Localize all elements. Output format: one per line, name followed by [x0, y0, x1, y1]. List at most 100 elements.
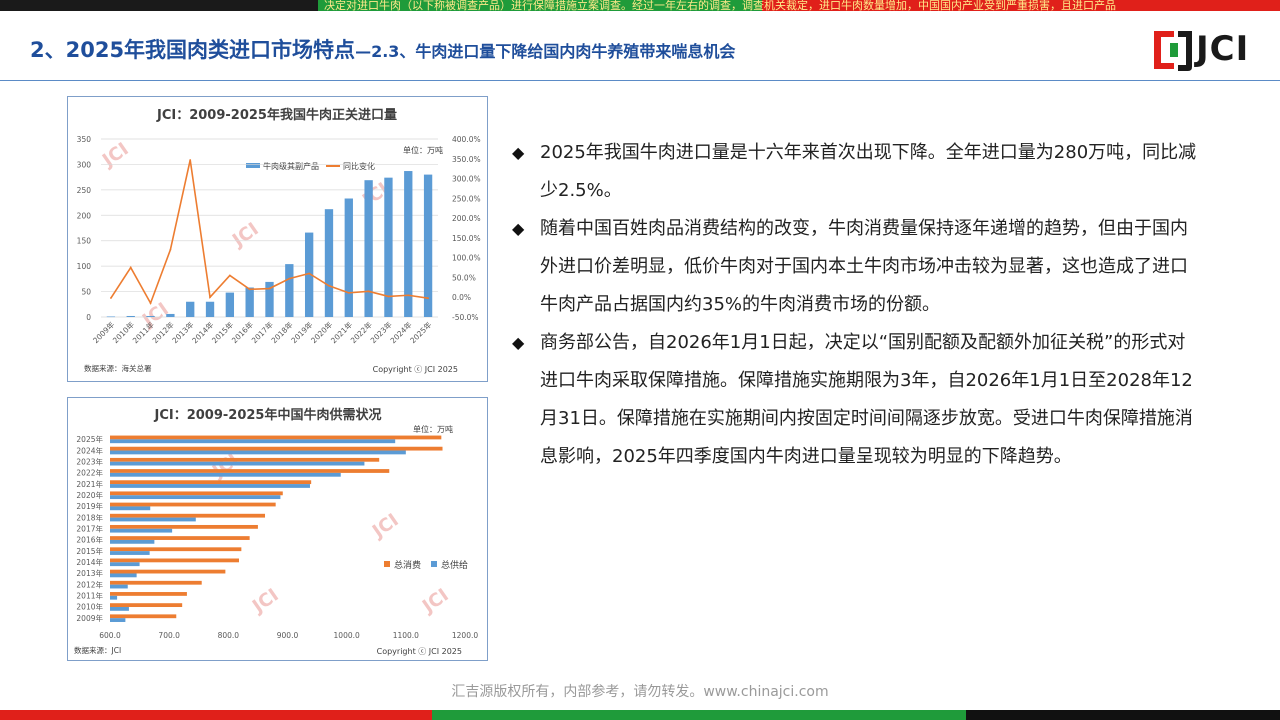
- y-category-label: 2019年: [76, 501, 103, 511]
- legend-label-bar: 牛肉级其副产品: [263, 161, 319, 171]
- chart1-legend: 牛肉级其副产品 同比变化: [246, 161, 375, 171]
- y2-tick-label: 100.0%: [452, 254, 481, 263]
- y-category-label: 2018年: [76, 512, 103, 522]
- supply-bar: [110, 539, 155, 544]
- yoy-point: [407, 294, 410, 297]
- bullet-text: 2025年我国牛肉进口量是十六年来首次出现下降。全年进口量为280万吨，同比减少…: [540, 142, 1197, 201]
- bottom-red-band: [0, 710, 432, 720]
- supply-bar: [110, 495, 281, 500]
- consumption-bar: [110, 446, 443, 451]
- bottom-green-band: [432, 710, 966, 720]
- consumption-bar: [110, 435, 442, 440]
- y2-tick-label: 350.0%: [452, 155, 481, 164]
- jci-logo-mark-icon: [1154, 31, 1192, 71]
- import-bar: [404, 171, 413, 317]
- chart2-copyright: Copyright ⓒ JCI 2025: [377, 647, 462, 656]
- page-title-main: 2、2025年我国肉类进口市场特点: [30, 38, 356, 62]
- svg-text:JCI: JCI: [227, 219, 262, 253]
- import-bar: [166, 313, 175, 317]
- copyright-footer: 汇吉源版权所有，内部参考，请勿转发。www.chinajci.com: [451, 684, 829, 700]
- diamond-bullet-icon: ◆: [512, 333, 525, 352]
- supply-bar: [110, 484, 310, 488]
- diamond-bullet-icon: ◆: [512, 143, 525, 162]
- y-category-label: 2010年: [76, 602, 103, 612]
- yoy-point: [328, 284, 330, 287]
- yoy-point: [347, 291, 350, 294]
- import-bar: [423, 174, 433, 317]
- legend-swatch-bar: [246, 163, 260, 168]
- chart2-source: 数据来源：JCI: [74, 645, 121, 655]
- chart2-legend: 总消费 总供给: [384, 559, 468, 571]
- svg-text:JCI: JCI: [247, 585, 282, 619]
- import-bar: [126, 315, 135, 317]
- y-tick-label: 250: [77, 186, 92, 195]
- ticker-green-band: [318, 0, 762, 11]
- page-title-sub: —2.3、牛肉进口量下降给国内肉牛养殖带来喘息机会: [355, 42, 736, 61]
- yoy-point: [228, 274, 231, 277]
- consumption-bar: [110, 558, 239, 563]
- jci-logo: JCI: [1152, 27, 1262, 73]
- y-category-label: 2017年: [76, 524, 103, 534]
- import-bar: [205, 301, 215, 317]
- y-category-label: 2025年: [76, 434, 103, 444]
- supply-bar: [110, 573, 137, 578]
- consumption-bar: [110, 547, 242, 552]
- import-bar: [146, 315, 155, 317]
- svg-text:JCI: JCI: [367, 510, 402, 544]
- consumption-bar: [110, 614, 177, 619]
- y-category-label: 2016年: [76, 535, 103, 545]
- supply-bar: [110, 551, 150, 555]
- yoy-point: [129, 266, 132, 269]
- supply-bar: [110, 595, 118, 600]
- legend2-label-supply: 总供给: [441, 559, 468, 571]
- y-tick-label: 150: [77, 237, 92, 246]
- supply-bar: [110, 562, 140, 567]
- yoy-point: [387, 295, 390, 298]
- y-category-label: 2020年: [76, 490, 103, 500]
- yoy-point: [367, 290, 370, 293]
- import-bar: [304, 232, 314, 317]
- consumption-bar: [110, 524, 258, 529]
- x-tick-label: 1000.0: [334, 631, 360, 640]
- y-category-label: 2015年: [76, 546, 103, 556]
- y-category-label: 2024年: [76, 445, 103, 455]
- import-bar: [344, 198, 353, 317]
- import-bar: [285, 264, 294, 317]
- y-category-label: 2012年: [76, 579, 103, 589]
- consumption-bar: [110, 536, 250, 540]
- y-tick-label: 300: [77, 160, 92, 169]
- page-title: 2、2025年我国肉类进口市场特点—2.3、牛肉进口量下降给国内肉牛养殖带来喘息…: [30, 34, 735, 64]
- import-bar: [384, 177, 393, 317]
- y-tick-label: 350: [77, 135, 92, 144]
- y-tick-label: 50: [81, 288, 91, 297]
- import-bar: [186, 301, 195, 317]
- supply-bar: [110, 618, 126, 622]
- chart2-title: JCI：2009-2025年中国牛肉供需状况: [154, 407, 382, 423]
- chart1-copyright: Copyright ⓒ JCI 2025: [373, 365, 458, 374]
- import-bar: [245, 287, 254, 317]
- chart1-source: 数据来源：海关总署: [84, 363, 152, 373]
- supply-bar: [110, 461, 365, 466]
- legend2-swatch-consumption: [384, 561, 390, 567]
- bottom-black-band: [966, 710, 1280, 720]
- chart1-title: JCI：2009-2025年我国牛肉正关进口量: [156, 107, 397, 123]
- y-category-label: 2021年: [76, 479, 103, 489]
- bullet-list: ◆ 2025年我国牛肉进口量是十六年来首次出现下降。全年进口量为280万吨，同比…: [512, 134, 1202, 476]
- supply-bar: [110, 517, 196, 522]
- svg-text:JCI: JCI: [417, 585, 452, 619]
- ticker-text: 决定对进口牛肉（以下称被调查产品）进行保障措施立案调查。经过一年左右的调查，调查…: [324, 0, 1116, 11]
- consumption-bar: [110, 502, 276, 507]
- y-tick-label: 0: [86, 313, 91, 322]
- import-bar: [225, 292, 235, 317]
- import-bar: [106, 316, 116, 318]
- import-bar: [364, 180, 373, 317]
- yoy-point: [189, 159, 192, 161]
- bullet-item: ◆ 商务部公告，自2026年1月1日起，决定以“国别配额及配额外加征关税”的形式…: [512, 324, 1202, 476]
- consumption-bar: [110, 469, 390, 473]
- import-bar: [265, 281, 274, 317]
- yoy-point: [169, 248, 172, 251]
- y-tick-label: 100: [77, 262, 92, 271]
- supply-bar: [110, 607, 129, 611]
- consumption-bar: [110, 580, 202, 585]
- jci-logo-text: JCI: [1196, 29, 1250, 69]
